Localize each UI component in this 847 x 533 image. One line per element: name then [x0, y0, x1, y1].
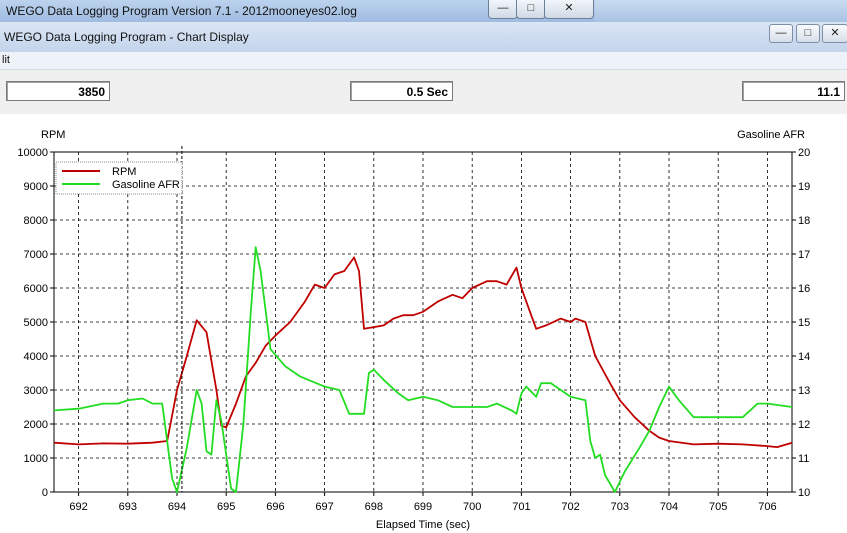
left-tick-label: 0	[42, 487, 48, 499]
time-readout: 0.5 Sec	[350, 81, 453, 101]
left-tick-label: 6000	[24, 283, 48, 295]
x-tick-label: 698	[365, 501, 383, 513]
left-tick-label: 4000	[24, 351, 48, 363]
minimize-icon: —	[497, 2, 509, 14]
outer-close-button[interactable]: ✕	[544, 0, 594, 19]
left-tick-label: 9000	[24, 181, 48, 193]
x-tick-label: 695	[217, 501, 235, 513]
outer-window-titlebar: WEGO Data Logging Program Version 7.1 - …	[0, 0, 595, 23]
right-tick-label: 16	[798, 283, 810, 295]
right-axis-ticks: 10 11 12 13 14 15 16 17 18 19 20	[792, 147, 810, 499]
minimize-icon: —	[775, 27, 787, 39]
menu-item[interactable]: lit	[2, 54, 10, 66]
close-icon: ✕	[564, 2, 574, 14]
x-tick-label: 703	[611, 501, 629, 513]
right-tick-label: 19	[798, 181, 810, 193]
x-axis-label: Elapsed Time (sec)	[376, 519, 470, 531]
left-axis-ticks: 0 1000 2000 3000 4000 5000 6000 7000 8000 9000 100…	[17, 147, 54, 499]
right-tick-label: 18	[798, 215, 810, 227]
afr-series-line	[53, 246, 793, 493]
legend-label-afr: Gasoline AFR	[112, 179, 180, 191]
right-tick-label: 20	[798, 147, 810, 159]
right-tick-label: 11	[798, 453, 809, 465]
right-tick-label: 15	[798, 317, 810, 329]
right-tick-label: 17	[798, 249, 810, 261]
menu-bar: lit	[0, 52, 847, 70]
readout-toolbar: 3850 0.5 Sec 11.1	[0, 70, 847, 114]
chart-maximize-button[interactable]: □	[796, 24, 820, 43]
x-tick-label: 705	[709, 501, 727, 513]
x-tick-label: 694	[168, 501, 186, 513]
right-tick-label: 13	[798, 385, 810, 397]
left-tick-label: 10000	[17, 147, 48, 159]
x-tick-label: 697	[315, 501, 333, 513]
x-tick-label: 700	[463, 501, 481, 513]
outer-titlebar-right	[595, 0, 847, 22]
x-tick-label: 692	[69, 501, 87, 513]
x-tick-label: 704	[660, 501, 678, 513]
maximize-icon: □	[804, 27, 812, 39]
chart-area: 692 693 694 695 696 697 698 699 700 701 702 703 704 7…	[0, 114, 847, 533]
legend-box	[55, 161, 183, 195]
chart-grid	[54, 152, 792, 492]
outer-minimize-button[interactable]: —	[488, 0, 518, 19]
chart-minimize-button[interactable]: —	[769, 24, 793, 43]
afr-readout: 11.1	[742, 81, 845, 101]
chart-close-button[interactable]: ✕	[822, 24, 847, 43]
x-tick-label: 706	[758, 501, 776, 513]
close-icon: ✕	[830, 27, 840, 39]
x-tick-label: 699	[414, 501, 432, 513]
x-tick-label: 693	[119, 501, 137, 513]
series-lines	[53, 246, 793, 493]
rpm-series-line	[53, 256, 793, 448]
legend-label-rpm: RPM	[112, 166, 136, 178]
left-tick-label: 8000	[24, 215, 48, 227]
chart-window-titlebar: WEGO Data Logging Program - Chart Displa…	[0, 22, 847, 52]
left-tick-label: 2000	[24, 419, 48, 431]
outer-window-title: WEGO Data Logging Program Version 7.1 - …	[6, 4, 357, 18]
right-tick-label: 14	[798, 351, 810, 363]
maximize-icon: □	[527, 2, 535, 14]
x-axis-ticks: 692 693 694 695 696 697 698 699 700 701 702 703 704 7…	[69, 492, 777, 513]
rpm-readout: 3850	[6, 81, 110, 101]
right-axis-label: Gasoline AFR	[737, 129, 805, 141]
chart-window-title: WEGO Data Logging Program - Chart Displa…	[4, 30, 249, 44]
left-axis-label: RPM	[41, 129, 65, 141]
right-tick-label: 12	[798, 419, 810, 431]
x-tick-label: 701	[512, 501, 530, 513]
left-tick-label: 1000	[24, 453, 48, 465]
x-tick-label: 696	[266, 501, 284, 513]
right-tick-label: 10	[798, 487, 810, 499]
left-tick-label: 7000	[24, 249, 48, 261]
left-tick-label: 3000	[24, 385, 48, 397]
x-tick-label: 702	[561, 501, 579, 513]
outer-maximize-button[interactable]: □	[516, 0, 546, 19]
left-tick-label: 5000	[24, 317, 48, 329]
legend: RPM Gasoline AFR	[55, 161, 183, 195]
